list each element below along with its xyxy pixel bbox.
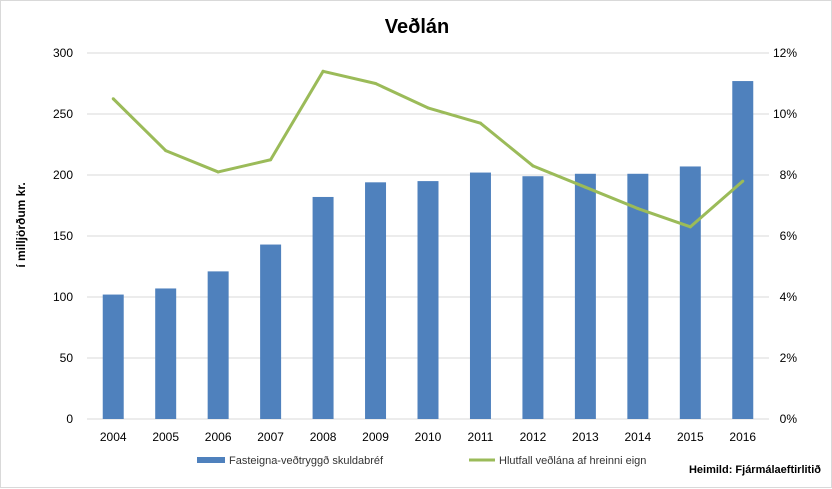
line-point bbox=[164, 149, 168, 153]
legend-label-bars: Fasteigna-veðtryggð skuldabréf bbox=[229, 455, 384, 467]
bar bbox=[155, 288, 177, 419]
legend-label-line: Hlutfall veðlána af hreinni eign bbox=[499, 455, 646, 467]
line-point bbox=[269, 158, 273, 162]
bar bbox=[365, 182, 387, 419]
y2-tick-label: 10% bbox=[773, 107, 797, 121]
line-point bbox=[741, 179, 745, 183]
bar bbox=[469, 172, 491, 419]
x-tick-label: 2015 bbox=[677, 430, 704, 444]
line-point bbox=[688, 225, 692, 229]
bar bbox=[102, 294, 124, 419]
x-tick-label: 2007 bbox=[257, 430, 284, 444]
x-tick-label: 2012 bbox=[520, 430, 547, 444]
y-tick-label: 300 bbox=[53, 46, 73, 60]
bar bbox=[574, 173, 596, 419]
line-point bbox=[636, 207, 640, 211]
y-tick-label: 250 bbox=[53, 107, 73, 121]
line-point bbox=[478, 121, 482, 125]
bar bbox=[207, 271, 229, 419]
right-axis-ticks: 0% 2% 4% 6% 8% 10% 12% bbox=[773, 46, 797, 426]
x-tick-label: 2004 bbox=[100, 430, 127, 444]
bar bbox=[260, 244, 282, 419]
y2-tick-label: 4% bbox=[780, 290, 798, 304]
chart-title: Veðlán bbox=[385, 16, 449, 38]
y-tick-label: 0 bbox=[66, 412, 73, 426]
x-tick-label: 2006 bbox=[205, 430, 232, 444]
bar bbox=[312, 196, 334, 419]
x-tick-label: 2005 bbox=[152, 430, 179, 444]
x-tick-label: 2008 bbox=[310, 430, 337, 444]
x-tick-label: 2013 bbox=[572, 430, 599, 444]
y2-tick-label: 12% bbox=[773, 46, 797, 60]
line-point bbox=[374, 82, 378, 85]
y-axis-label: í milljörðum kr. bbox=[14, 182, 28, 267]
y-tick-label: 50 bbox=[60, 351, 74, 365]
y-tick-label: 100 bbox=[53, 290, 73, 304]
x-axis-ticks: 2004 2005 2006 2007 2008 2009 2010 2011 2012 2013… bbox=[100, 430, 757, 444]
x-tick-label: 2016 bbox=[729, 430, 756, 444]
y2-tick-label: 8% bbox=[780, 168, 798, 182]
y-tick-label: 200 bbox=[53, 168, 73, 182]
legend: Fasteigna-veðtryggð skuldabréf Hlutfall … bbox=[197, 455, 646, 467]
bar bbox=[417, 181, 439, 419]
line-point bbox=[531, 164, 535, 168]
line-point bbox=[321, 69, 325, 73]
line-series bbox=[111, 69, 745, 229]
y2-tick-label: 0% bbox=[780, 412, 798, 426]
line-point bbox=[426, 106, 430, 110]
legend-swatch-bars bbox=[197, 457, 225, 463]
source-note: Heimild: Fjármálaeftirlitið bbox=[689, 464, 821, 476]
x-tick-label: 2014 bbox=[624, 430, 651, 444]
y-tick-label: 150 bbox=[53, 229, 73, 243]
left-axis-ticks: 0 50 100 150 200 250 300 bbox=[53, 46, 73, 426]
line-point bbox=[583, 185, 587, 189]
x-tick-label: 2011 bbox=[468, 430, 494, 444]
line-point bbox=[111, 97, 115, 101]
x-tick-label: 2009 bbox=[362, 430, 389, 444]
bar bbox=[732, 81, 754, 419]
bar bbox=[522, 176, 544, 419]
x-tick-label: 2010 bbox=[415, 430, 442, 444]
y2-tick-label: 2% bbox=[780, 351, 798, 365]
bar bbox=[627, 173, 649, 419]
y2-tick-label: 6% bbox=[780, 229, 798, 243]
line-point bbox=[216, 170, 220, 174]
bar-series bbox=[102, 81, 754, 419]
bar bbox=[679, 166, 701, 419]
